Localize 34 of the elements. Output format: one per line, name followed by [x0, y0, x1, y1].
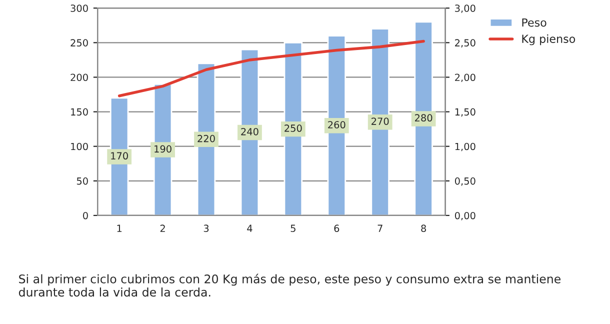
x-tick-label: 4 [247, 224, 252, 232]
data-label: 270 [372, 118, 389, 125]
text: Si al primer ciclo cubrimos con 20 Kg más de peso, este peso y consumo extra se mantiene durante toda la vida de la cerda. [18, 274, 560, 297]
y-tick-label: 250 [70, 39, 88, 46]
y2-tick-label: 0,50 [454, 177, 476, 186]
y-tick-label: 200 [70, 74, 88, 82]
data-label: 250 [284, 124, 302, 132]
x-tick-label: 3 [204, 224, 209, 232]
x-tick-label: 2 [160, 224, 165, 232]
x-tick-label: 6 [334, 224, 340, 232]
data-label: 220 [198, 134, 215, 142]
x-tick-label: 1 [117, 224, 122, 232]
data-label: 240 [241, 128, 258, 136]
data-label: 260 [328, 121, 346, 128]
data-label: 280 [415, 114, 432, 122]
x-tick-label: 8 [421, 224, 426, 232]
y2-tick-label: 1,00 [455, 142, 476, 152]
legend-label: Peso [522, 18, 546, 27]
y-tick-label: 300 [70, 4, 88, 12]
y-tick-label: 0 [83, 212, 88, 220]
y2-tick-label: 2,00 [455, 74, 476, 82]
y2-tick-label: 1,50 [455, 108, 476, 117]
x-tick-label: 7 [378, 224, 382, 232]
y2-tick-label: 0,00 [454, 212, 476, 220]
y2-tick-label: 3,00 [455, 4, 476, 13]
x-tick-label: 5 [290, 224, 296, 232]
data-label: 170 [111, 152, 128, 160]
y-tick-label: 50 [76, 177, 88, 185]
line-series [118, 40, 425, 98]
legend-label: Kg pienso [522, 34, 576, 46]
y-tick-label: 100 [71, 142, 88, 150]
data-label: 190 [154, 145, 172, 153]
y-tick-label: 150 [71, 108, 88, 116]
y2-tick-label: 2,50 [455, 39, 476, 48]
